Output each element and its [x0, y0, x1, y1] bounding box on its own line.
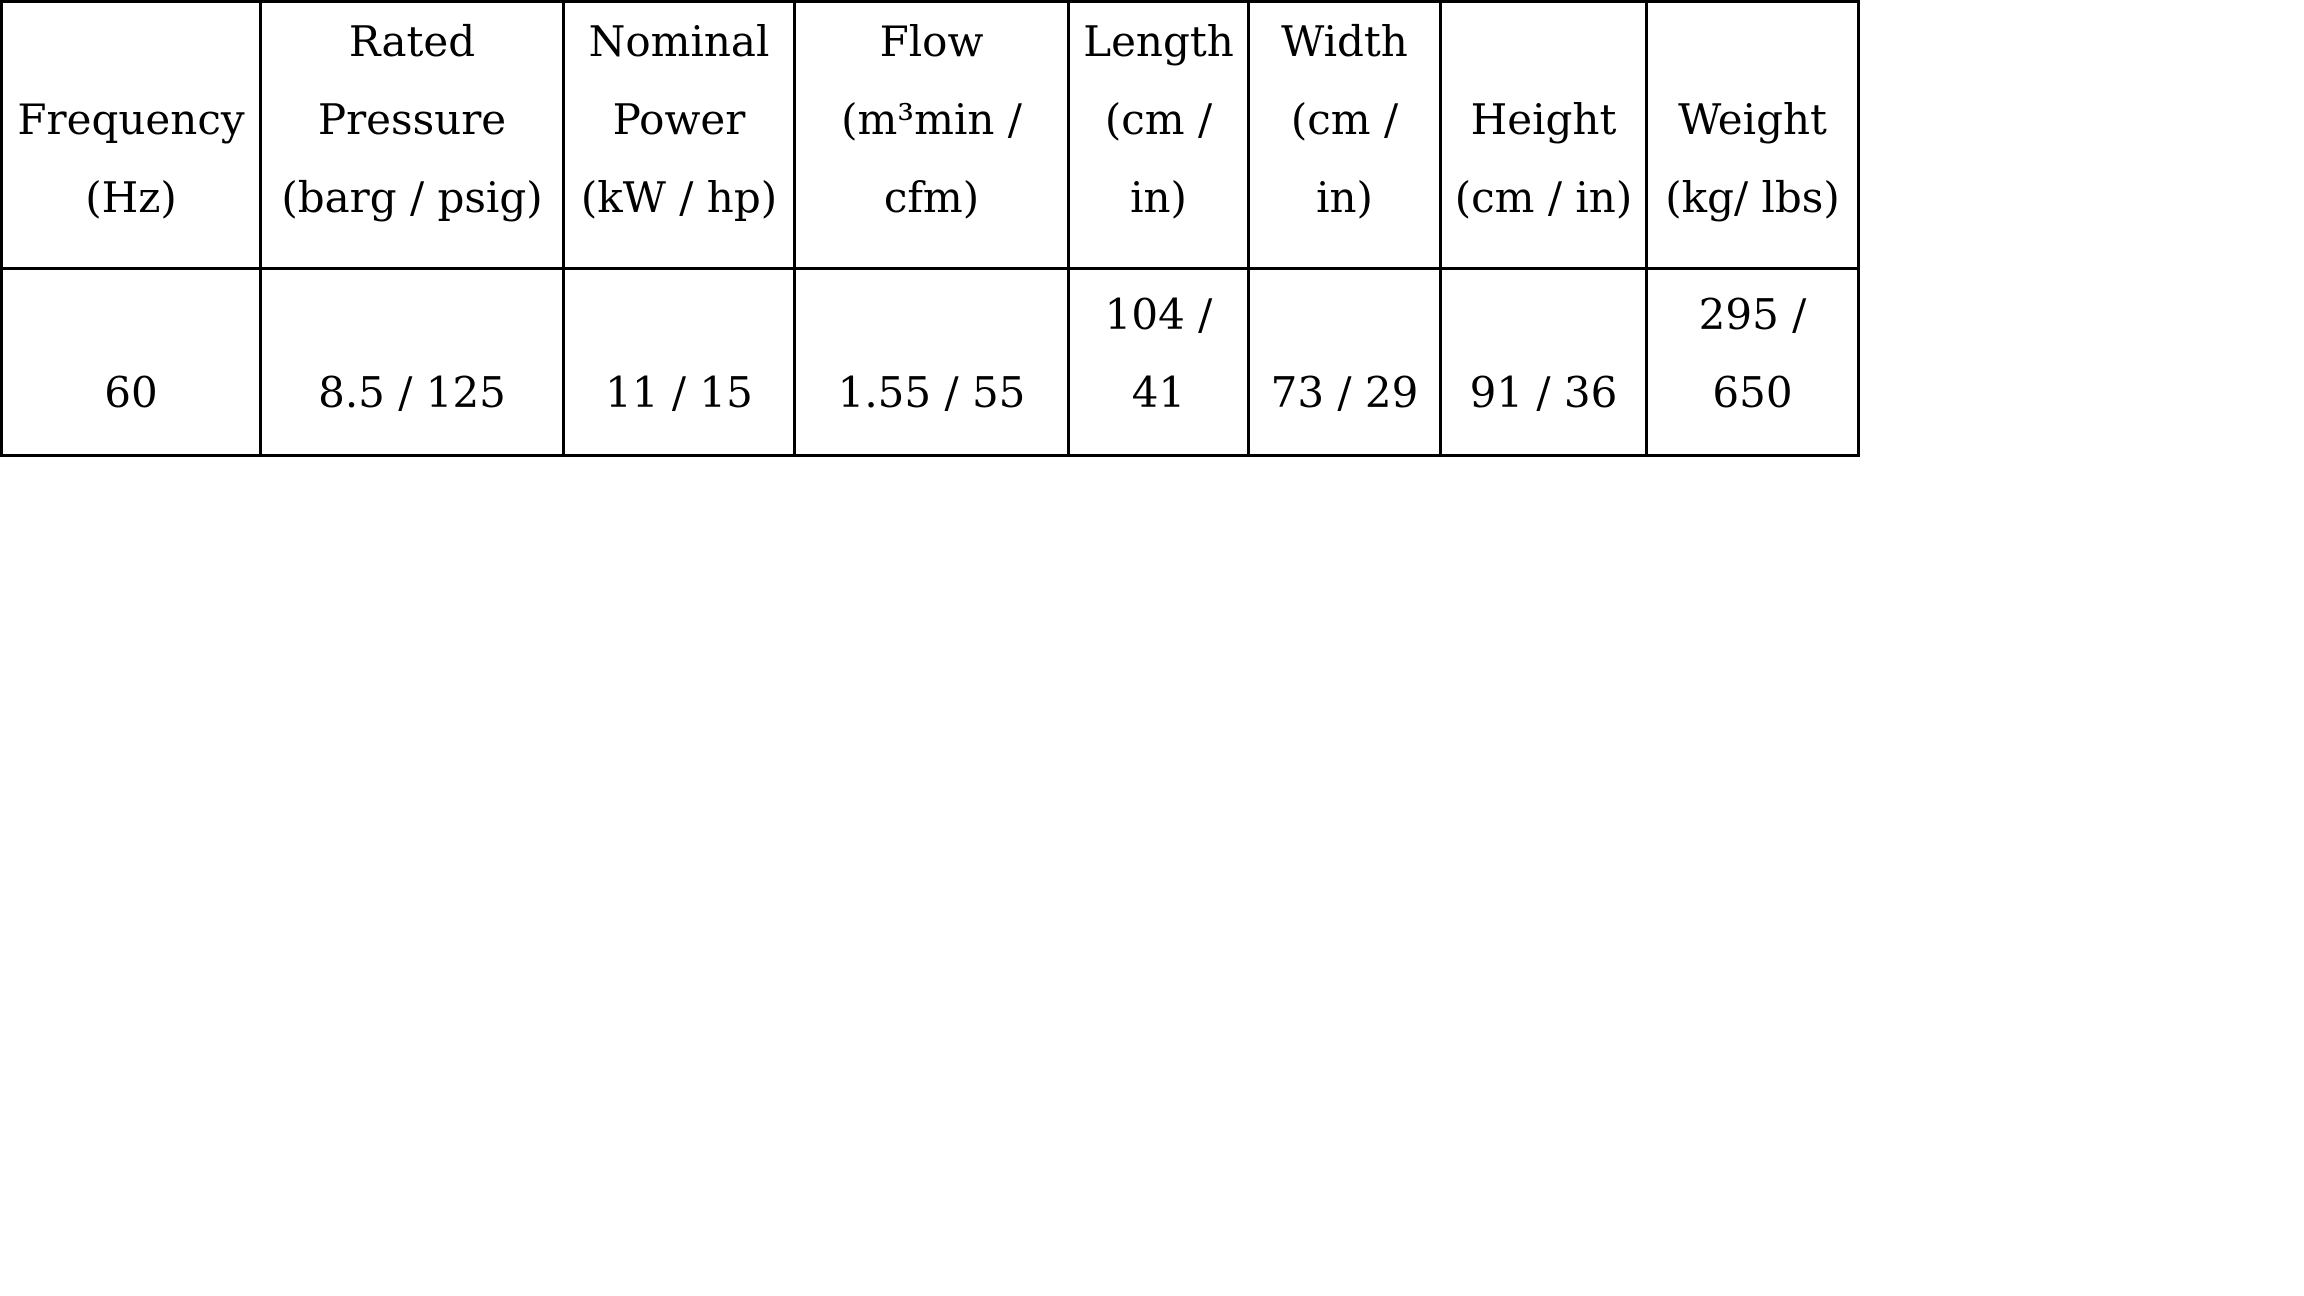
- table-row: 60 8.5 / 125 11 / 15 1.55 / 55 104 / 41 …: [0, 267, 1860, 457]
- cell-weight: 295 / 650: [1645, 267, 1860, 457]
- header-width: Width (cm / in): [1247, 0, 1442, 270]
- cell-nominal-power: 11 / 15: [562, 267, 796, 457]
- cell-width: 73 / 29: [1247, 267, 1442, 457]
- header-rated-pressure: Rated Pressure (barg / psig): [259, 0, 565, 270]
- header-weight: Weight (kg/ lbs): [1645, 0, 1860, 270]
- cell-rated-pressure: 8.5 / 125: [259, 267, 565, 457]
- header-height: Height (cm / in): [1439, 0, 1648, 270]
- spec-table: Frequency (Hz) Rated Pressure (barg / ps…: [0, 0, 1860, 457]
- header-length: Length (cm / in): [1067, 0, 1250, 270]
- header-nominal-power: Nominal Power (kW / hp): [562, 0, 796, 270]
- header-frequency: Frequency (Hz): [0, 0, 262, 270]
- cell-height: 91 / 36: [1439, 267, 1648, 457]
- header-flow: Flow (m³min / cfm): [793, 0, 1070, 270]
- cell-flow: 1.55 / 55: [793, 267, 1070, 457]
- header-row: Frequency (Hz) Rated Pressure (barg / ps…: [0, 0, 1860, 270]
- cell-frequency: 60: [0, 267, 262, 457]
- cell-length: 104 / 41: [1067, 267, 1250, 457]
